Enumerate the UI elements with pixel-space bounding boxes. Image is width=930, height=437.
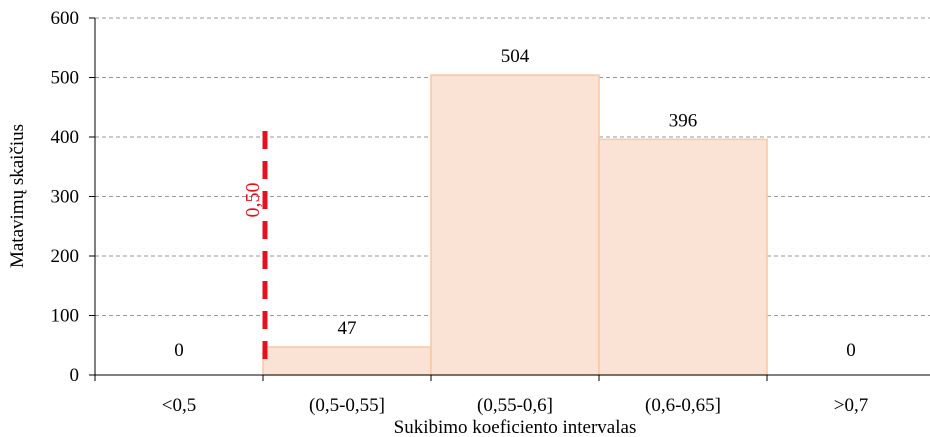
y-tick-label: 400 — [51, 127, 80, 148]
y-axis-title: Matavimų skaičius — [7, 124, 28, 268]
y-tick-label: 300 — [51, 187, 80, 208]
data-label: 0 — [174, 340, 184, 361]
x-tick-label: (0,5-0,55] — [309, 395, 385, 416]
data-label: 0 — [846, 340, 856, 361]
y-tick-label: 500 — [51, 68, 80, 89]
x-tick-labels: <0,5 (0,5-0,55] (0,55-0,6] (0,6-0,65] >0,7 — [94, 375, 868, 416]
y-tick-label: 0 — [70, 365, 80, 386]
bars — [262, 74, 768, 376]
bar — [262, 346, 432, 376]
x-tick-label: >0,7 — [834, 395, 868, 416]
x-tick-label: (0,55-0,6] — [477, 395, 553, 416]
bar — [430, 74, 600, 376]
reference-line-group: 0,50 — [242, 131, 268, 367]
reference-line-label: 0,50 — [242, 183, 264, 218]
data-label: 396 — [669, 110, 698, 131]
x-tick-label: (0,6-0,65] — [645, 395, 721, 416]
bar — [598, 138, 768, 376]
data-labels: 0 47 504 396 0 — [174, 46, 856, 361]
y-tick-label: 100 — [51, 306, 80, 327]
x-tick-label: <0,5 — [162, 395, 196, 416]
x-axis-title: Sukibimo koeficiento intervalas — [394, 417, 637, 437]
y-tick-label: 600 — [51, 8, 80, 29]
data-label: 504 — [501, 46, 530, 67]
y-tick-labels: 0 100 200 300 400 500 600 — [51, 8, 95, 386]
data-label: 47 — [338, 318, 357, 339]
y-tick-label: 200 — [51, 246, 80, 267]
